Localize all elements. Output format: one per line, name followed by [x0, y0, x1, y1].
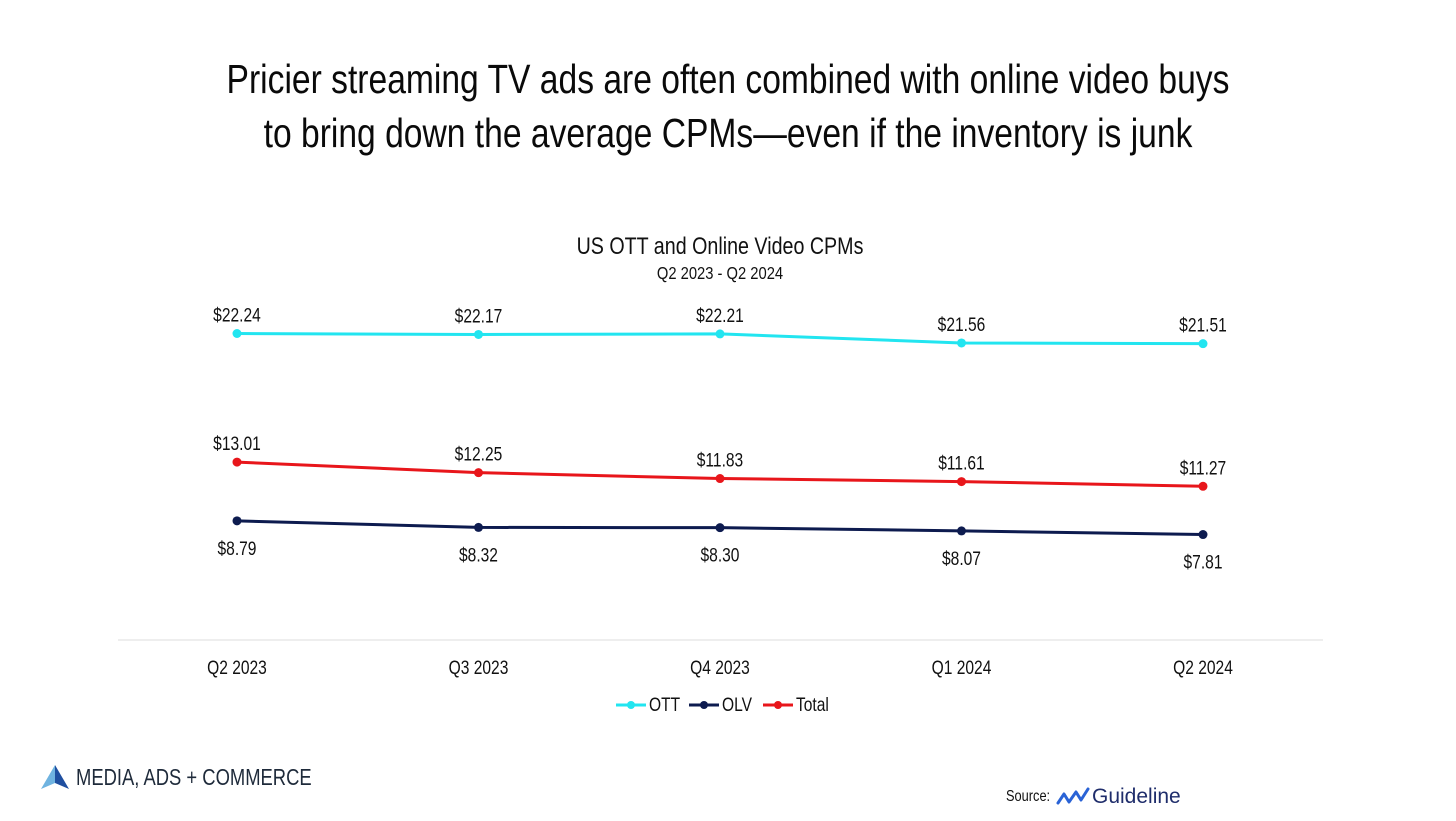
data-label-total: $12.25	[455, 443, 503, 465]
triangle-logo-icon	[41, 765, 69, 789]
legend-marker-ott	[627, 701, 635, 709]
data-label-total: $13.01	[213, 433, 261, 455]
data-point-ott	[232, 328, 242, 338]
data-point-olv	[232, 516, 242, 526]
data-point-ott	[1198, 339, 1208, 349]
source-label: Source:	[1006, 788, 1051, 805]
data-point-ott	[715, 329, 725, 339]
x-tick-label: Q3 2023	[449, 657, 509, 679]
data-label-total: $11.27	[1180, 457, 1226, 479]
data-label-ott: $22.24	[213, 304, 261, 326]
data-label-olv: $8.79	[218, 537, 257, 559]
data-point-olv	[957, 526, 966, 536]
x-tick-label: Q4 2023	[690, 657, 750, 679]
chart-title: US OTT and Online Video CPMs	[577, 232, 864, 259]
data-label-total: $11.61	[938, 452, 984, 474]
legend-marker-total	[774, 701, 782, 709]
legend-label-total: Total	[796, 694, 829, 716]
x-tick-label: Q2 2024	[1173, 657, 1233, 679]
headline-line-2: to bring down the average CPMs—even if t…	[263, 110, 1193, 156]
data-point-total	[957, 477, 966, 487]
legend-label-ott: OTT	[649, 694, 680, 716]
legend-marker-olv	[700, 701, 708, 709]
legend-label-olv: OLV	[722, 694, 752, 716]
data-point-total	[474, 468, 483, 478]
source-brand: Guideline	[1092, 785, 1181, 808]
data-label-ott: $21.56	[938, 313, 986, 335]
data-point-olv	[715, 523, 725, 533]
data-label-ott: $22.21	[696, 304, 744, 326]
data-point-olv	[474, 522, 483, 532]
x-tick-label: Q2 2023	[207, 657, 267, 679]
brand-text: MEDIA, ADS + COMMERCE	[76, 763, 312, 790]
data-point-total	[232, 457, 242, 467]
data-point-olv	[1198, 530, 1208, 540]
data-point-total	[715, 474, 725, 484]
data-label-ott: $21.51	[1179, 314, 1227, 336]
headline: Pricier streaming TV ads are often combi…	[131, 52, 1325, 160]
data-label-olv: $8.30	[701, 544, 740, 566]
data-label-ott: $22.17	[455, 305, 503, 327]
guideline-wave-icon	[1056, 787, 1090, 805]
headline-line-1: Pricier streaming TV ads are often combi…	[226, 56, 1230, 102]
data-label-olv: $7.81	[1184, 551, 1223, 573]
data-point-total	[1198, 481, 1208, 491]
data-label-olv: $8.32	[459, 544, 498, 566]
data-point-ott	[957, 338, 966, 348]
line-chart: US OTT and Online Video CPMs Q2 2023 - Q2…	[118, 232, 1323, 716]
source-credit: Source: Guideline	[1006, 782, 1181, 812]
data-label-total: $11.83	[697, 449, 743, 471]
x-tick-label: Q1 2024	[932, 657, 992, 679]
brand-footer: MEDIA, ADS + COMMERCE	[40, 762, 371, 792]
chart-subtitle: Q2 2023 - Q2 2024	[657, 264, 783, 284]
data-point-ott	[474, 329, 483, 339]
data-label-olv: $8.07	[942, 547, 981, 569]
